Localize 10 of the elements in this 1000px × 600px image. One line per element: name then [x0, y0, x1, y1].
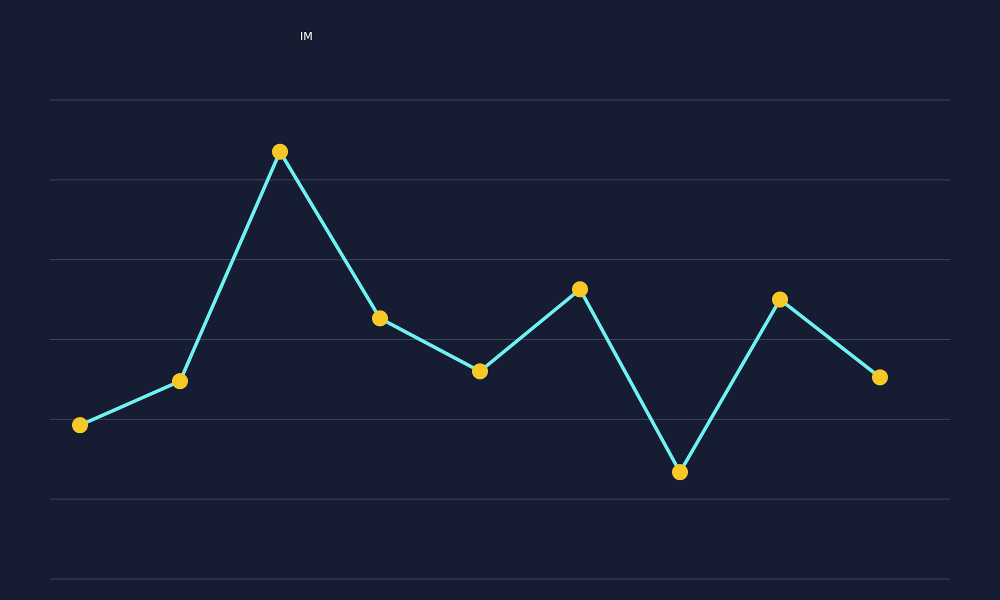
point — [672, 464, 688, 480]
point — [772, 292, 788, 308]
point — [72, 417, 88, 434]
point — [572, 281, 588, 298]
point — [872, 369, 888, 386]
point — [372, 310, 388, 326]
chart-title: IM — [300, 30, 313, 43]
point — [172, 373, 188, 390]
point — [472, 363, 488, 380]
point — [272, 144, 288, 160]
